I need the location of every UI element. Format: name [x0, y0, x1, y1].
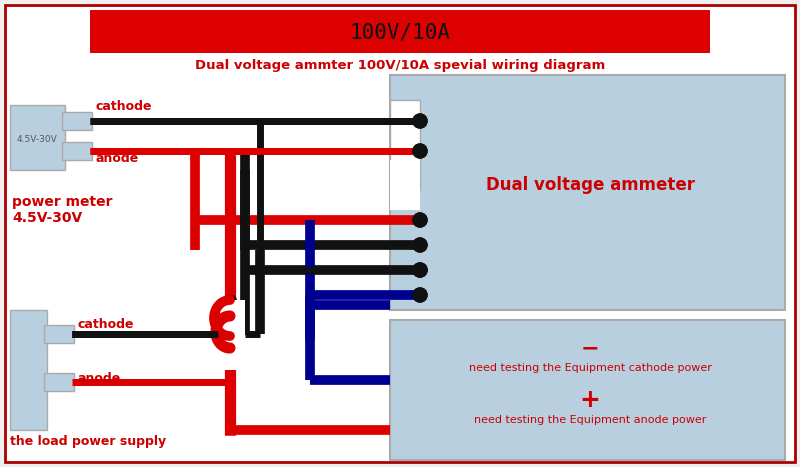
Circle shape [413, 263, 427, 277]
Text: the load power supply: the load power supply [10, 436, 166, 448]
Bar [10, 310, 47, 430]
Circle shape [413, 114, 427, 128]
Text: power meter
4.5V-30V: power meter 4.5V-30V [12, 195, 113, 225]
Text: cathode: cathode [78, 318, 134, 332]
Circle shape [413, 263, 427, 277]
Text: Dual voltage ammeter: Dual voltage ammeter [486, 176, 694, 194]
Circle shape [413, 238, 427, 252]
Bar [44, 325, 74, 343]
Bar [10, 105, 65, 170]
Bar [220, 300, 245, 370]
Text: anode: anode [78, 372, 122, 384]
Circle shape [413, 288, 427, 302]
Circle shape [413, 263, 427, 277]
Text: 100V/10A: 100V/10A [350, 23, 450, 43]
Bar [390, 160, 420, 210]
Text: anode: anode [95, 151, 138, 164]
Circle shape [413, 288, 427, 302]
Bar [390, 320, 785, 460]
Circle shape [413, 114, 427, 128]
Bar [390, 75, 785, 310]
Text: −: − [581, 338, 599, 358]
Text: 4.5V-30V: 4.5V-30V [17, 135, 58, 144]
Text: +: + [579, 388, 601, 412]
Bar [62, 112, 92, 130]
Bar [62, 142, 92, 160]
Text: need testing the Equipment anode power: need testing the Equipment anode power [474, 415, 706, 425]
Bar [390, 100, 420, 190]
Bar [44, 373, 74, 391]
Bar [90, 10, 710, 53]
Circle shape [413, 238, 427, 252]
Circle shape [413, 144, 427, 158]
Circle shape [413, 213, 427, 227]
Text: need testing the Equipment cathode power: need testing the Equipment cathode power [469, 363, 711, 373]
Text: Dual voltage ammter 100V/10A spevial wiring diagram: Dual voltage ammter 100V/10A spevial wir… [195, 58, 605, 71]
Text: cathode: cathode [95, 100, 151, 113]
Circle shape [413, 213, 427, 227]
Circle shape [413, 144, 427, 158]
